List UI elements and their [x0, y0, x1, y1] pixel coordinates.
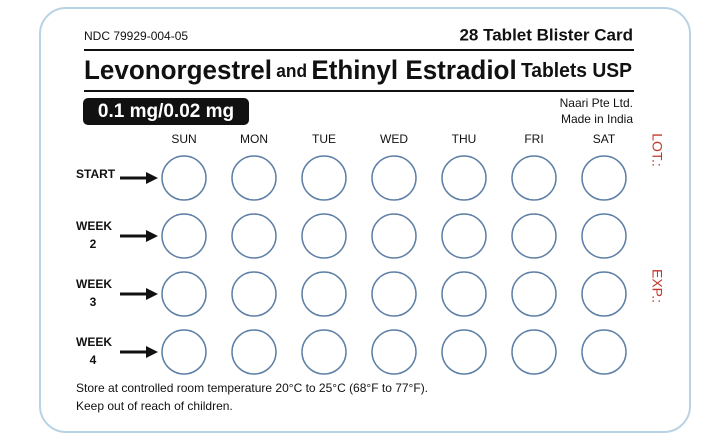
title-part: and: [276, 61, 307, 81]
pill-slot: [301, 155, 347, 201]
row-number: 4: [90, 353, 97, 367]
pill-slot: [161, 329, 207, 375]
arrow-head: [146, 230, 158, 242]
day-label: MON: [240, 132, 268, 146]
pill-slot: [581, 329, 627, 375]
pill-grid: SUN MON TUE WED THU FRI SAT START WEEK 2 WEEK 3 WEEK…: [76, 132, 627, 375]
pill-slot: [161, 155, 207, 201]
storage-note: Store at controlled room temperature 20°…: [76, 381, 428, 395]
row-label: WEEK: [76, 219, 112, 233]
pill-slot: [161, 271, 207, 317]
exp-label: EXP.:: [649, 269, 665, 303]
pill-slot: [371, 155, 417, 201]
title-part: Ethinyl Estradiol: [311, 55, 516, 85]
pill-slot: [581, 271, 627, 317]
title-part: Tablets USP: [521, 60, 632, 82]
pill-slot: [511, 213, 557, 259]
manufacturer: Naari Pte Ltd.: [560, 96, 633, 110]
lot-label: LOT.:: [649, 133, 665, 166]
pill-slot: [581, 155, 627, 201]
pill-slot: [511, 155, 557, 201]
pill-slot: [231, 213, 277, 259]
warning-note: Keep out of reach of children.: [76, 399, 233, 413]
row-label: START: [76, 167, 116, 181]
day-label: WED: [380, 132, 408, 146]
strength: 0.1 mg/0.02 mg: [98, 101, 234, 122]
title-part: Levonorgestrel: [84, 55, 272, 85]
row-label: WEEK: [76, 335, 112, 349]
row-number: 2: [90, 237, 97, 251]
pill-slot: [231, 271, 277, 317]
row-number: 3: [90, 295, 97, 309]
day-label: THU: [452, 132, 477, 146]
day-label: TUE: [312, 132, 336, 146]
day-label: SUN: [171, 132, 196, 146]
row-label: WEEK: [76, 277, 112, 291]
pill-slot: [371, 213, 417, 259]
pill-slot: [301, 329, 347, 375]
arrow-head: [146, 172, 158, 184]
strength-box: [83, 98, 249, 125]
pill-slot: [511, 329, 557, 375]
pill-slot: [231, 155, 277, 201]
pill-slot: [441, 213, 487, 259]
arrow-head: [146, 346, 158, 358]
pill-slot: [301, 213, 347, 259]
pill-slot: [441, 155, 487, 201]
pill-slot: [581, 213, 627, 259]
pill-slot: [231, 329, 277, 375]
origin: Made in India: [561, 112, 633, 126]
product-title: Levonorgestrel and Ethinyl Estradiol Tab…: [84, 55, 632, 85]
ndc: NDC 79929-004-05: [84, 29, 188, 43]
pill-slot: [371, 329, 417, 375]
pill-slot: [511, 271, 557, 317]
arrow-head: [146, 288, 158, 300]
pill-slot: [371, 271, 417, 317]
card-type: 28 Tablet Blister Card: [459, 25, 633, 44]
pill-slot: [441, 271, 487, 317]
pill-slot: [301, 271, 347, 317]
pill-slot: [161, 213, 207, 259]
day-label: FRI: [524, 132, 543, 146]
day-label: SAT: [593, 132, 616, 146]
pill-slot: [441, 329, 487, 375]
